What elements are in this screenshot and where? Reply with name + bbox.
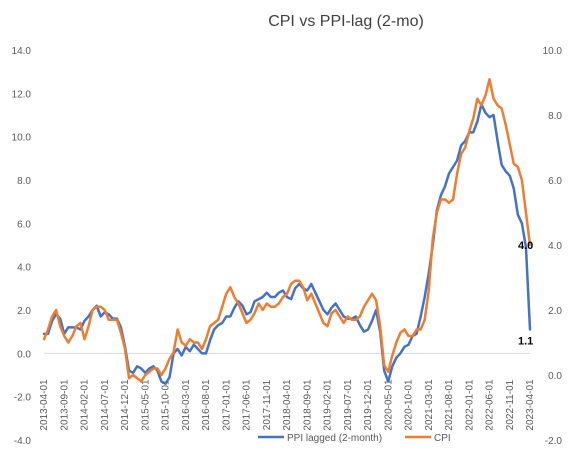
x-tick-label: 2013-04-01 xyxy=(39,379,50,431)
x-tick-label: 2017-06-01 xyxy=(242,379,253,431)
right-tick-label: 8.0 xyxy=(548,111,562,122)
annotation-layer: 4.0 1.1 xyxy=(518,240,533,348)
left-tick-label: 12.0 xyxy=(12,89,32,100)
data-label: 4.0 xyxy=(518,240,533,252)
legend-label: CPI xyxy=(434,433,451,444)
x-tick-label: 2019-07-01 xyxy=(343,379,354,431)
x-tick-label: 2022-11-01 xyxy=(505,379,516,430)
right-tick-label: 0.0 xyxy=(548,371,562,382)
left-tick-label: 8.0 xyxy=(17,176,31,187)
left-tick-label: 6.0 xyxy=(17,219,31,230)
right-axis: -2.0 0.0 2.0 4.0 6.0 8.0 10.0 xyxy=(543,46,563,447)
x-tick-label: 2020-05-01 xyxy=(383,379,394,431)
right-tick-label: 2.0 xyxy=(548,306,562,317)
x-tick-label: 2022-06-01 xyxy=(485,379,496,431)
legend-label: PPI lagged (2-month) xyxy=(287,433,382,444)
series-line-ppi-lagged xyxy=(42,102,532,385)
x-tick-label: 2013-09-01 xyxy=(59,379,70,431)
x-tick-label: 2020-10-01 xyxy=(404,379,415,431)
x-tick-label: 2016-08-01 xyxy=(201,379,212,431)
x-axis: 2013-04-01 2013-09-01 2014-02-01 2014-07-01… xyxy=(39,352,536,431)
series-layer xyxy=(42,78,532,385)
right-tick-label: 6.0 xyxy=(548,176,562,187)
left-axis: -4.0 -2.0 0.0 2.0 4.0 6.0 8.0 10.0 12.0 14.0 xyxy=(12,46,32,447)
x-tick-label: 2017-11-01 xyxy=(262,379,273,430)
x-tick-label: 2018-04-01 xyxy=(282,379,293,431)
x-tick-label: 2023-04-01 xyxy=(525,379,536,431)
left-tick-label: 4.0 xyxy=(17,263,31,274)
x-tick-label: 2016-03-01 xyxy=(181,379,192,431)
left-tick-label: 10.0 xyxy=(12,133,32,144)
x-tick-label: 2014-12-01 xyxy=(120,379,131,431)
legend: PPI lagged (2-month) CPI xyxy=(258,433,451,444)
right-tick-label: 10.0 xyxy=(543,46,563,57)
x-tick-label: 2021-03-01 xyxy=(424,379,435,431)
left-tick-label: 2.0 xyxy=(17,306,31,317)
x-tick-label: 2017-01-01 xyxy=(221,379,232,431)
right-tick-label: -2.0 xyxy=(545,436,563,447)
x-tick-label: 2015-10-01 xyxy=(161,379,172,431)
left-tick-label: 14.0 xyxy=(12,46,32,57)
x-tick-label: 2019-12-01 xyxy=(363,379,374,431)
left-tick-label: 0.0 xyxy=(17,349,31,360)
x-tick-label: 2022-01-01 xyxy=(464,379,475,431)
left-tick-label: -4.0 xyxy=(14,436,32,447)
x-tick-label: 2018-09-01 xyxy=(302,379,313,431)
x-tick-label: 2014-02-01 xyxy=(80,379,91,431)
series-line-cpi xyxy=(42,78,532,383)
left-tick-label: -2.0 xyxy=(14,393,32,404)
x-tick-label: 2014-07-01 xyxy=(100,379,111,431)
data-label: 1.1 xyxy=(518,336,533,348)
x-tick-label: 2019-02-01 xyxy=(323,379,334,431)
right-tick-label: 4.0 xyxy=(548,241,562,252)
chart-title: CPI vs PPI-lag (2-mo) xyxy=(268,13,424,30)
x-tick-label: 2021-08-01 xyxy=(444,379,455,431)
x-tick-label: 2015-05-01 xyxy=(140,379,151,431)
